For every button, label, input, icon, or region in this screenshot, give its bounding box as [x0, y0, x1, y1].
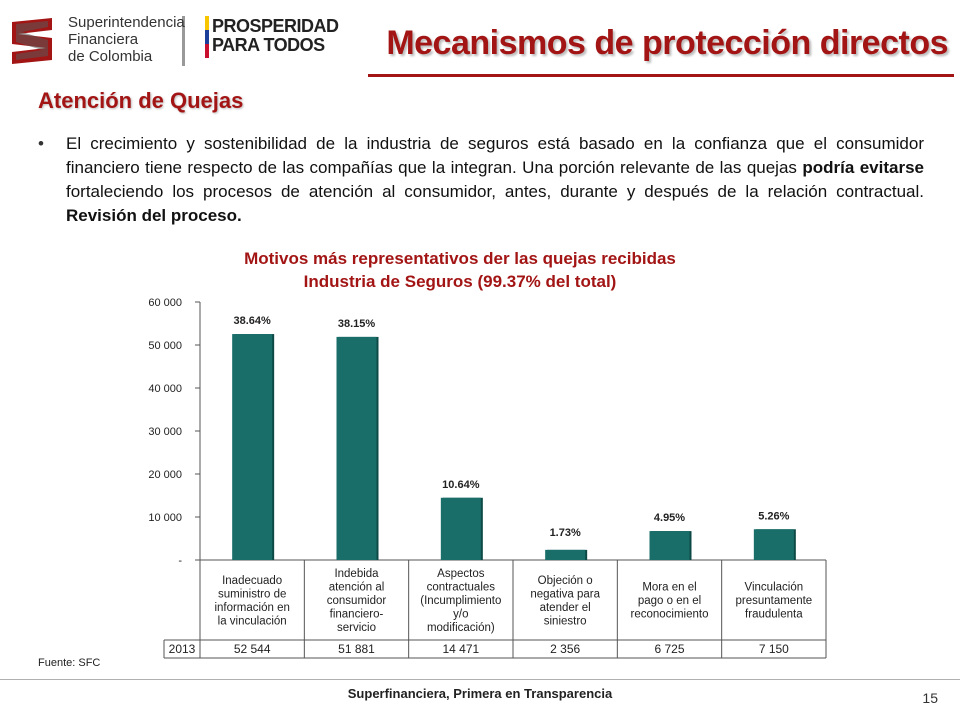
- table-value: 6 725: [654, 642, 684, 656]
- category-label: Mora en el: [642, 582, 696, 594]
- footer-divider: [0, 679, 960, 680]
- category-label: siniestro: [544, 615, 587, 627]
- category-label: información en: [214, 602, 289, 614]
- bar: [649, 531, 690, 560]
- prosperidad-line: PARA TODOS: [212, 35, 325, 55]
- data-label: 5.26%: [758, 510, 789, 522]
- bullet-icon: •: [38, 134, 44, 153]
- data-label: 38.64%: [234, 315, 272, 327]
- bar: [232, 334, 273, 560]
- category-label: Inadecuado: [222, 575, 282, 587]
- table-value: 51 881: [338, 642, 375, 656]
- y-tick-label: -: [178, 555, 182, 567]
- y-tick-label: 40 000: [148, 383, 182, 395]
- chart-title-line: Industria de Seguros (99.37% del total): [303, 272, 617, 291]
- category-label: la vinculación: [218, 615, 287, 627]
- bullet-text-part: El crecimiento y sostenibilidad de la in…: [66, 134, 924, 177]
- category-label: reconocimiento: [631, 609, 709, 621]
- bullet-bold-text: Revisión del proceso.: [66, 206, 242, 225]
- category-label: presuntamente: [735, 595, 812, 607]
- footer-text: Superfinanciera, Primera en Transparenci…: [347, 686, 613, 701]
- sfc-logo-mark-icon: [8, 14, 185, 66]
- data-label: 38.15%: [338, 318, 376, 330]
- table-value: 52 544: [234, 642, 271, 656]
- category-label: Aspectos: [437, 568, 485, 580]
- category-label: atención al: [329, 582, 385, 594]
- sfc-logo: [8, 10, 198, 72]
- bullet-bold-text: podría evitarse: [802, 158, 924, 177]
- category-label: Objeción o: [538, 575, 593, 587]
- category-label: negativa para: [530, 588, 600, 600]
- bullet-text-part: fortaleciendo los procesos de atención a…: [66, 182, 924, 201]
- section-title: Atención de Quejas: [38, 88, 244, 113]
- bar: [753, 529, 794, 560]
- sfc-logo-line: Superintendencia: [68, 14, 185, 31]
- y-tick-label: 10 000: [148, 512, 182, 524]
- table-value: 2 356: [550, 642, 580, 656]
- series-name-label: 2013: [169, 642, 196, 656]
- table-value: 14 471: [442, 642, 479, 656]
- bar: [336, 336, 377, 560]
- category-label: Indebida: [334, 568, 379, 580]
- title-divider: [368, 74, 954, 77]
- table-value: 7 150: [759, 642, 789, 656]
- category-label: (Incumplimiento: [420, 595, 501, 607]
- prosperidad-logo-text: PROSPERIDAD PARA TODOS: [212, 17, 339, 55]
- sfc-logo-line: de Colombia: [68, 48, 153, 65]
- source-note: Fuente: SFC: [38, 657, 101, 669]
- category-label: modificación): [427, 622, 495, 634]
- category-label: pago o en el: [638, 595, 701, 607]
- bar: [545, 549, 586, 560]
- category-label: servicio: [337, 622, 376, 634]
- sfc-logo-line: Financiera: [68, 31, 139, 48]
- data-label: 1.73%: [550, 527, 581, 539]
- category-label: suministro de: [218, 588, 286, 600]
- data-label: 4.95%: [654, 512, 685, 524]
- category-label: consumidor: [327, 595, 387, 607]
- category-label: atender el: [540, 602, 591, 614]
- category-label: fraudulenta: [745, 609, 803, 621]
- prosperidad-line: PROSPERIDAD: [212, 16, 339, 36]
- bar: [440, 497, 481, 560]
- sfc-logo-text: Superintendencia Financiera de Colombia: [68, 14, 185, 65]
- category-label: contractuales: [427, 582, 496, 594]
- page-number: 15: [922, 690, 938, 706]
- y-tick-label: 20 000: [148, 469, 182, 481]
- y-tick-label: 60 000: [148, 297, 182, 309]
- category-label: y/o: [453, 609, 468, 621]
- y-tick-label: 50 000: [148, 340, 182, 352]
- page-title: Mecanismos de protección directos: [386, 24, 948, 62]
- bullet-text: El crecimiento y sostenibilidad de la in…: [66, 132, 924, 228]
- category-label: financiero-: [330, 609, 384, 621]
- chart-title-line: Motivos más representativos der las quej…: [244, 249, 676, 268]
- prosperidad-flag-icon: [205, 16, 209, 58]
- category-label: Vinculación: [745, 582, 804, 594]
- bullet-paragraph: • El crecimiento y sostenibilidad de la …: [38, 132, 924, 228]
- chart-title: Motivos más representativos der las quej…: [160, 247, 760, 293]
- data-label: 10.64%: [442, 479, 480, 491]
- y-tick-label: 30 000: [148, 426, 182, 438]
